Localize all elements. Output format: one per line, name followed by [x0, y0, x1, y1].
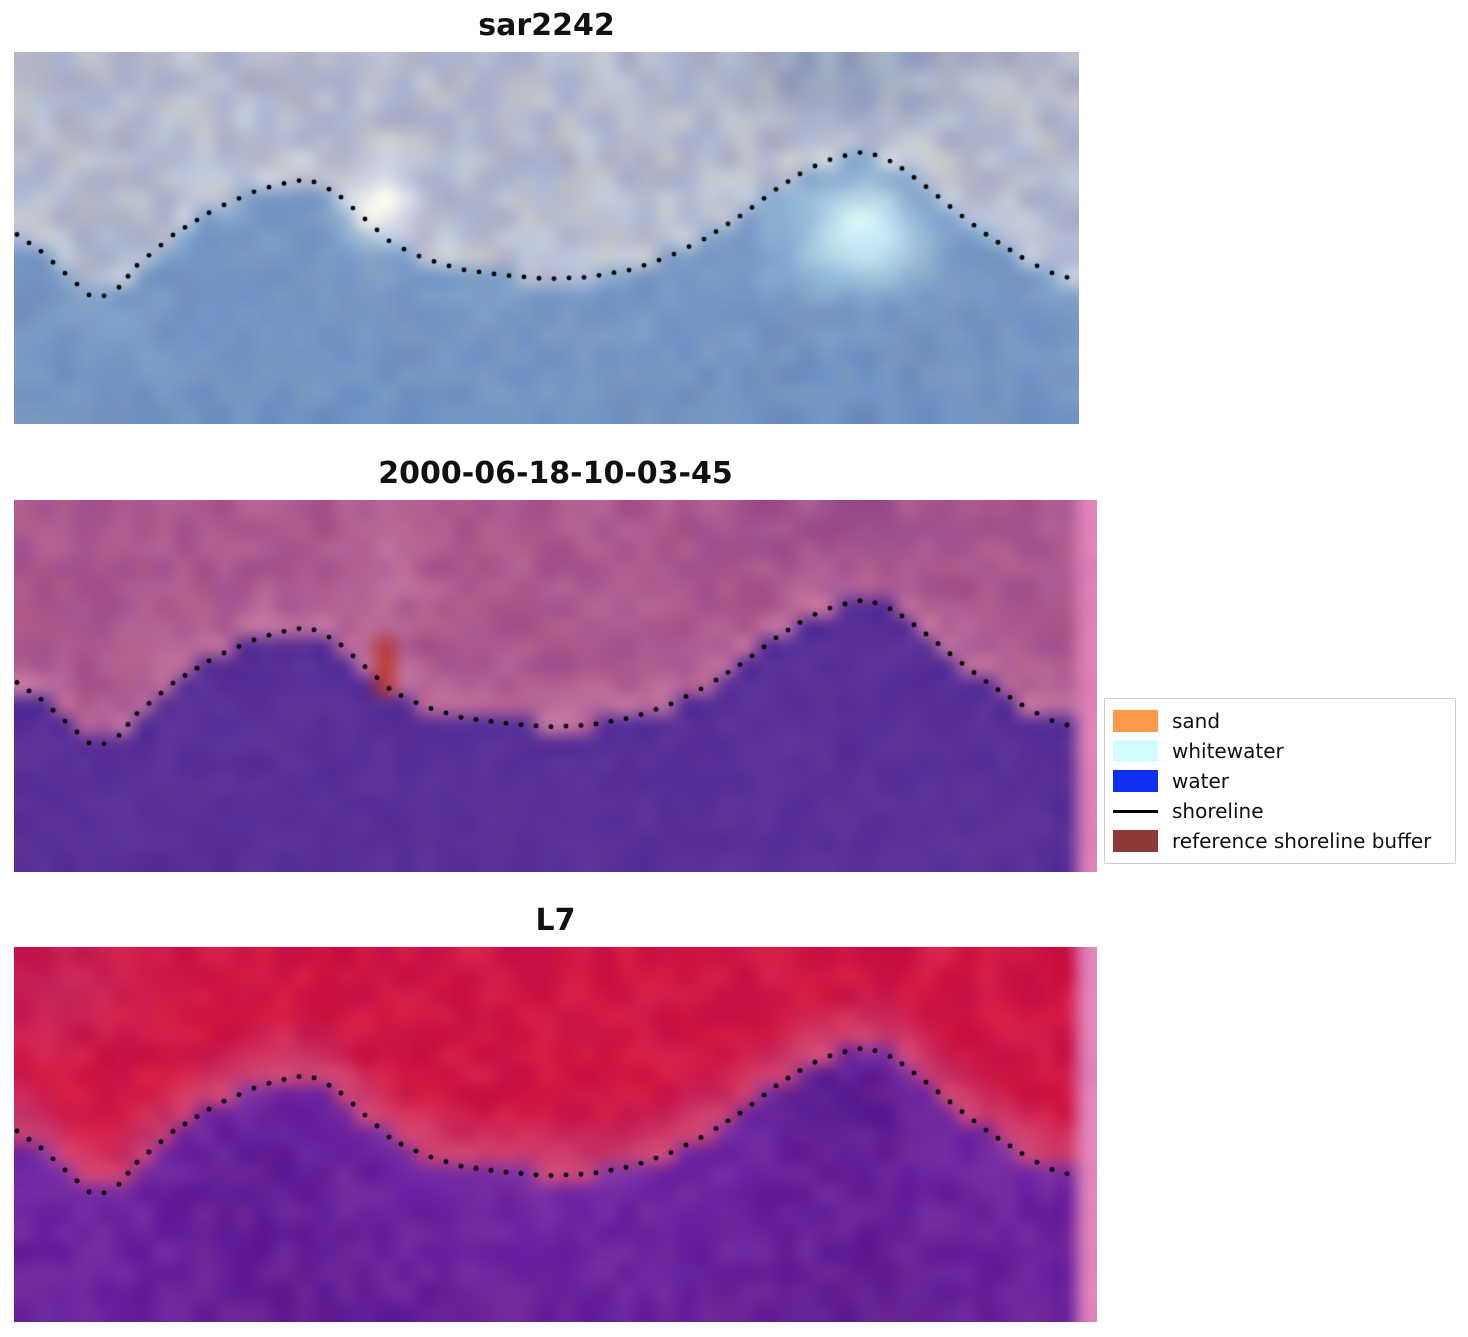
legend-label-sand: sand — [1172, 709, 1221, 733]
legend-entry-whitewater: whitewater — [1113, 736, 1445, 766]
reference-buffer-swatch — [1113, 830, 1158, 852]
legend-entry-water: water — [1113, 766, 1445, 796]
panel-title-sar2242: sar2242 — [478, 8, 615, 43]
classified-image — [14, 500, 1097, 872]
legend-label-whitewater: whitewater — [1172, 739, 1284, 763]
legend: sand whitewater water shoreline referenc… — [1104, 698, 1456, 864]
shoreline-line-icon — [1113, 810, 1158, 813]
panel-title-l7: L7 — [535, 903, 576, 938]
shoreline-line-swatch — [1113, 800, 1158, 822]
whitewater-swatch — [1113, 740, 1158, 762]
legend-entry-sand: sand — [1113, 706, 1445, 736]
legend-label-water: water — [1172, 769, 1229, 793]
panel-title-classified: 2000-06-18-10-03-45 — [378, 456, 733, 491]
panel-classified-image — [14, 500, 1097, 872]
legend-label-shoreline: shoreline — [1172, 799, 1264, 823]
legend-entry-shoreline: shoreline — [1113, 796, 1445, 826]
water-swatch — [1113, 770, 1158, 792]
sand-swatch — [1113, 710, 1158, 732]
panel-sar2242 — [14, 52, 1079, 424]
sar2242-image — [14, 52, 1079, 424]
l7-image — [14, 947, 1097, 1322]
legend-label-reference-buffer: reference shoreline buffer — [1172, 829, 1432, 853]
panel-l7-image — [14, 947, 1097, 1322]
legend-entry-reference-buffer: reference shoreline buffer — [1113, 826, 1445, 856]
